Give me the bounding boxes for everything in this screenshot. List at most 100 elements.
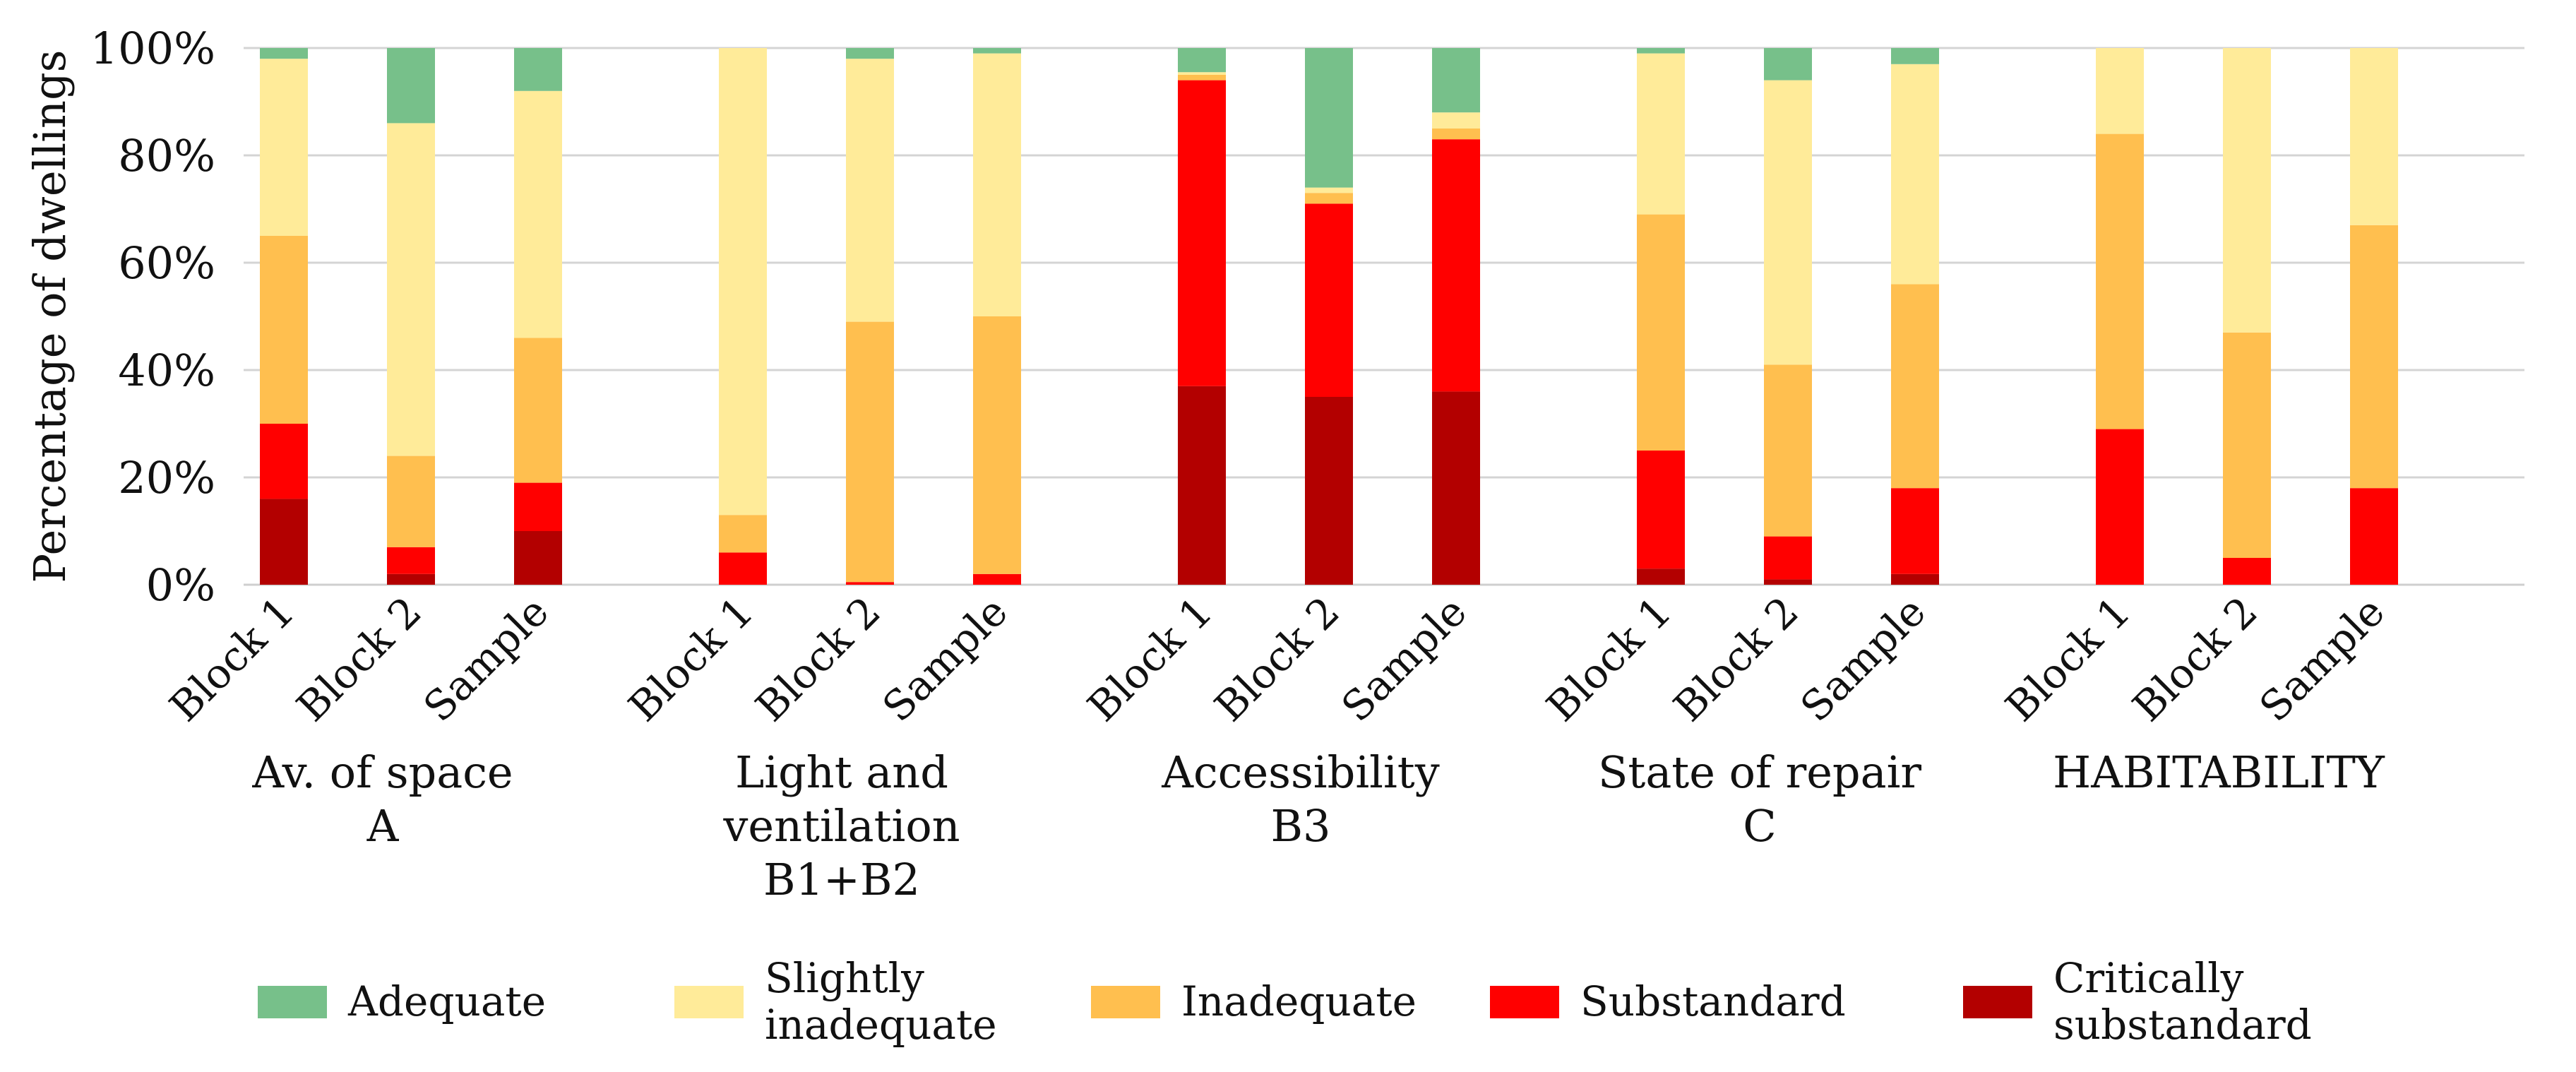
x-tick-label: Block 2	[1664, 588, 1808, 731]
y-tick-label: 100%	[90, 23, 215, 74]
bar-segment-adequate	[1764, 48, 1812, 81]
y-tick-label: 0%	[146, 559, 215, 611]
bar-segment-substandard	[1305, 203, 1353, 397]
bar-segment-substandard	[1637, 451, 1685, 569]
bar-segment-slightly-inadequate	[719, 48, 767, 516]
bar-segment-substandard	[2223, 558, 2271, 585]
bar-segment-slightly-inadequate	[1432, 112, 1480, 129]
bar-segment-slightly-inadequate	[973, 53, 1021, 316]
group-label: State of repair	[1598, 746, 1921, 798]
bar-segment-critically-substandard	[1432, 391, 1480, 585]
legend-swatch	[1963, 986, 2032, 1018]
x-tick-label: Sample	[1332, 588, 1476, 731]
bar-segment-substandard	[719, 552, 767, 585]
bar-segment-inadequate	[719, 515, 767, 553]
bar-segment-inadequate	[2223, 332, 2271, 558]
bar-segment-adequate	[846, 48, 894, 59]
y-tick-label: 20%	[118, 452, 215, 504]
bar-segment-inadequate	[514, 338, 562, 483]
x-tick-label: Block 2	[2123, 588, 2267, 731]
bar-segment-slightly-inadequate	[1764, 80, 1812, 365]
legend-label: Substandard	[1580, 977, 1846, 1025]
legend-label: Inadequate	[1181, 977, 1417, 1025]
bar-segment-critically-substandard	[1637, 568, 1685, 585]
bar-segment-critically-substandard	[260, 499, 308, 585]
legend-label: Adequate	[347, 977, 546, 1025]
x-tick-label: Block 1	[1996, 588, 2140, 731]
bar-segment-critically-substandard	[1891, 573, 1939, 585]
legend-swatch	[1091, 986, 1160, 1018]
bar-segment-substandard	[260, 424, 308, 499]
group-label: ventilation	[722, 800, 960, 852]
group-label: B1+B2	[763, 854, 920, 905]
bars	[260, 48, 2398, 585]
legend-swatch	[674, 986, 744, 1018]
legend-label: Critically	[2053, 954, 2244, 1002]
bar-segment-inadequate	[1305, 193, 1353, 204]
bar-segment-slightly-inadequate	[846, 59, 894, 322]
bar-segment-substandard	[2096, 429, 2144, 585]
bar-segment-substandard	[846, 582, 894, 585]
bar-segment-inadequate	[973, 316, 1021, 574]
bar-segment-slightly-inadequate	[1305, 187, 1353, 193]
bar-segment-adequate	[1178, 48, 1226, 73]
bar-segment-critically-substandard	[1305, 397, 1353, 585]
group-label: HABITABILITY	[2053, 746, 2385, 798]
legend-swatch	[258, 986, 327, 1018]
bar-segment-adequate	[387, 48, 435, 124]
bar-segment-adequate	[1891, 48, 1939, 64]
bar-segment-substandard	[973, 573, 1021, 585]
gridlines	[244, 47, 2524, 586]
bar-segment-critically-substandard	[514, 531, 562, 585]
bar-segment-adequate	[1432, 48, 1480, 113]
bar-segment-slightly-inadequate	[1178, 72, 1226, 75]
group-label: Accessibility	[1161, 746, 1440, 798]
bar-segment-critically-substandard	[1178, 386, 1226, 585]
group-label: Av. of space	[251, 746, 513, 798]
x-tick-label: Sample	[415, 588, 558, 731]
bar-segment-inadequate	[260, 236, 308, 424]
bar-segment-critically-substandard	[387, 573, 435, 585]
bar-segment-slightly-inadequate	[387, 123, 435, 456]
x-tick-label: Block 1	[1078, 588, 1222, 731]
legend-label: substandard	[2053, 1001, 2312, 1049]
legend-swatch	[1490, 986, 1559, 1018]
x-tick-label: Block 2	[287, 588, 431, 731]
x-tick-label: Block 1	[619, 588, 763, 731]
group-label: Light and	[735, 746, 948, 798]
bar-segment-inadequate	[1432, 129, 1480, 140]
bar-segment-slightly-inadequate	[260, 59, 308, 236]
y-axis-label: Percentage of dwellings	[24, 50, 76, 583]
bar-segment-adequate	[260, 48, 308, 59]
x-tick-label: Block 2	[1205, 588, 1349, 731]
group-label: A	[366, 800, 400, 852]
y-tick-label: 40%	[118, 345, 215, 396]
bar-segment-substandard	[1432, 139, 1480, 392]
bar-segment-critically-substandard	[1764, 579, 1812, 585]
bar-segment-inadequate	[2096, 133, 2144, 429]
bar-segment-slightly-inadequate	[2096, 48, 2144, 134]
bar-segment-slightly-inadequate	[1637, 53, 1685, 215]
bar-segment-inadequate	[1637, 214, 1685, 451]
x-tick-label: Block 1	[1537, 588, 1681, 731]
bar-segment-substandard	[387, 547, 435, 574]
bar-segment-adequate	[973, 48, 1021, 54]
bar-segment-adequate	[1637, 48, 1685, 54]
bar-segment-slightly-inadequate	[2350, 48, 2398, 225]
x-tick-label: Block 2	[746, 588, 890, 731]
bar-segment-inadequate	[846, 321, 894, 583]
bar-segment-substandard	[1764, 536, 1812, 580]
x-tick-label: Sample	[1791, 588, 1935, 731]
x-tick-label: Sample	[873, 588, 1017, 731]
bar-segment-inadequate	[1178, 75, 1226, 81]
legend-label: inadequate	[765, 1001, 997, 1049]
bar-segment-slightly-inadequate	[514, 90, 562, 338]
bar-segment-inadequate	[1764, 364, 1812, 537]
legend-label: Slightly	[765, 954, 924, 1002]
bar-segment-adequate	[514, 48, 562, 91]
group-label: C	[1743, 800, 1776, 852]
x-tick-label: Sample	[2250, 588, 2394, 731]
bar-segment-substandard	[1891, 488, 1939, 574]
